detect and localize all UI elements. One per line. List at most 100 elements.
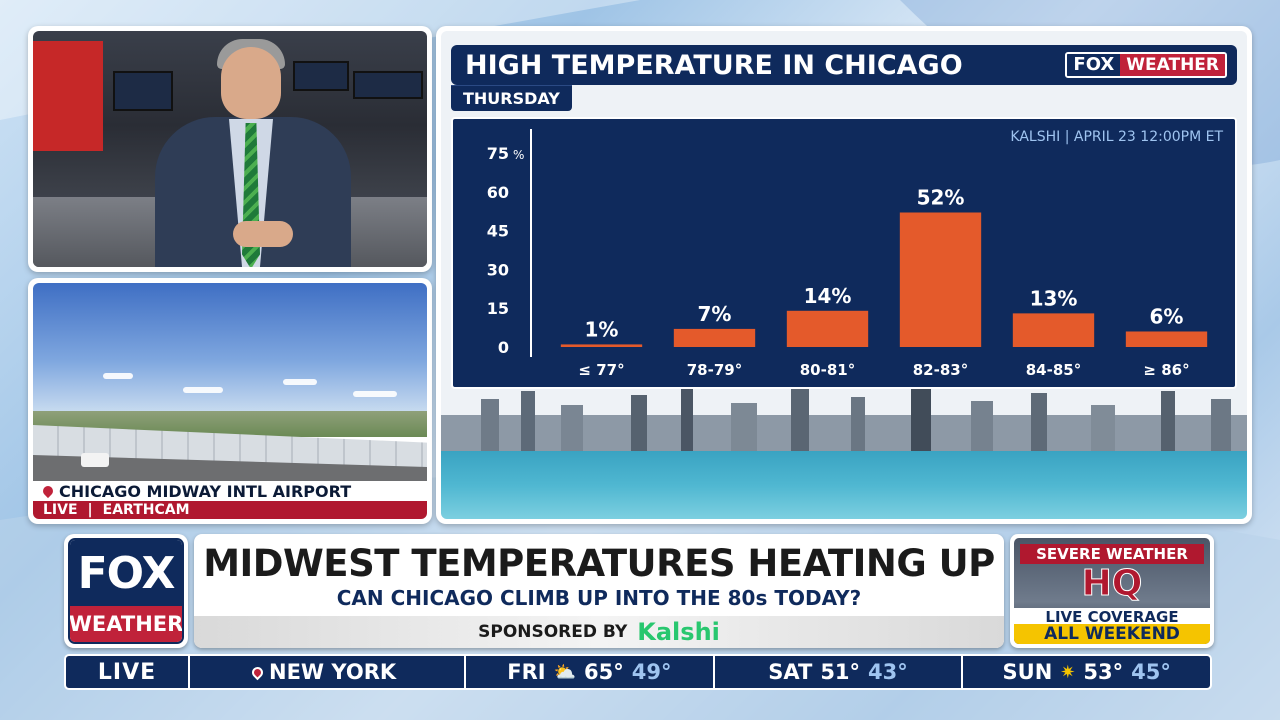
ticker-city-name: NEW YORK — [269, 660, 397, 684]
camera-divider: | — [87, 502, 93, 518]
newsroom-monitor — [293, 61, 349, 91]
ticker-high: 53° — [1083, 660, 1124, 684]
bar-0 — [560, 344, 643, 347]
bar-value-label: 52% — [917, 185, 965, 209]
graphic-title-bar: HIGH TEMPERATURE IN CHICAGO FOX WEATHER — [451, 45, 1237, 85]
airport-camera-panel: CHICAGO MIDWAY INTL AIRPORT LIVE | EARTH… — [28, 278, 432, 524]
bar-value-label: 14% — [804, 284, 852, 308]
graphic-subtitle: THURSDAY — [463, 89, 560, 108]
forecast-ticker: LIVE NEW YORK FRI ⛅ 65° 49° SAT 51° 43° … — [64, 654, 1212, 690]
hq-logo: HQ — [1081, 563, 1143, 604]
van — [81, 453, 109, 467]
bar-1 — [673, 328, 756, 347]
severe-weather-hq-inner: SEVERE WEATHER HQ LIVE COVERAGE ALL WEEK… — [1014, 538, 1210, 644]
live-coverage-label: LIVE COVERAGE — [1014, 608, 1210, 626]
ticker-low: 49° — [631, 660, 672, 684]
fox-weather-logo-inner: FOX WEATHER — [68, 538, 184, 644]
sponsor-bar: SPONSORED BY Kalshi — [194, 616, 1004, 648]
sun-icon: ✷ — [1060, 661, 1076, 683]
y-unit-label: % — [513, 148, 524, 162]
chart-source-note: KALSHI | APRIL 23 12:00PM ET — [1010, 129, 1223, 145]
newsroom-red-wall — [33, 41, 103, 151]
y-tick-label: 75 — [487, 144, 509, 163]
cloud — [103, 373, 133, 379]
ticker-day-name: SUN — [1002, 660, 1053, 684]
camera-location-bar: CHICAGO MIDWAY INTL AIRPORT — [33, 481, 427, 501]
fox-weather-logo: FOX WEATHER — [64, 534, 188, 648]
x-tick-label: 80-81° — [800, 361, 855, 379]
graphic-subtitle-tab: THURSDAY — [451, 85, 572, 111]
ticker-day-sun: SUN ✷ 53° 45° — [963, 656, 1210, 688]
x-tick-label: ≥ 86° — [1143, 361, 1189, 379]
all-weekend-label: ALL WEEKEND — [1014, 624, 1210, 644]
severe-weather-label: SEVERE WEATHER — [1020, 544, 1204, 564]
airport-camera-feed: CHICAGO MIDWAY INTL AIRPORT LIVE | EARTH… — [33, 283, 427, 519]
x-tick-label: 78-79° — [687, 361, 742, 379]
camera-live-bar: LIVE | EARTHCAM — [33, 501, 427, 519]
x-tick-label: 84-85° — [1026, 361, 1081, 379]
bar-value-label: 7% — [698, 302, 732, 326]
anchor-face — [221, 47, 281, 119]
y-tick-label: 30 — [487, 260, 509, 279]
ticker-low: 43° — [868, 660, 908, 684]
bars — [560, 212, 1208, 347]
y-tick-label: 45 — [487, 222, 509, 241]
ticker-live-label: LIVE — [66, 656, 190, 688]
bar-chart: KALSHI | APRIL 23 12:00PM ET 0 15 30 45 60 75… — [451, 117, 1237, 389]
partly-sunny-icon: ⛅ — [553, 661, 576, 683]
ticker-day-fri: FRI ⛅ 65° 49° — [466, 656, 715, 688]
logo-weather-text: WEATHER — [1120, 54, 1225, 76]
y-tick-label: 0 — [498, 338, 509, 357]
bar-value-label: 1% — [585, 317, 619, 341]
sponsor-brand-logo: Kalshi — [637, 618, 720, 646]
location-pin-icon — [249, 664, 266, 680]
newsroom-monitor — [113, 71, 173, 111]
ticker-city: NEW YORK — [190, 656, 466, 688]
temperature-graphic-panel: HIGH TEMPERATURE IN CHICAGO FOX WEATHER … — [436, 26, 1252, 524]
ticker-day-sat: SAT 51° 43° — [715, 656, 964, 688]
sponsor-label: SPONSORED BY — [478, 622, 628, 642]
x-axis-labels: ≤ 77° 78-79° 80-81° 82-83° 84-85° ≥ 86° — [578, 361, 1189, 379]
bar-2 — [786, 310, 869, 347]
newsroom-monitor — [353, 71, 423, 99]
camera-live-label: LIVE — [43, 502, 78, 518]
logo-fox-text: FOX — [1067, 54, 1121, 76]
graphic-title: HIGH TEMPERATURE IN CHICAGO — [465, 49, 963, 81]
anchor-hand — [233, 221, 293, 247]
ticker-low: 45° — [1131, 660, 1171, 684]
bar-3 — [899, 212, 982, 347]
bar-value-label: 6% — [1150, 304, 1184, 328]
cloud — [353, 391, 397, 397]
newsroom-video — [33, 31, 427, 267]
camera-source-label: EARTHCAM — [102, 502, 190, 518]
y-tick-label: 15 — [487, 299, 509, 318]
headline: MIDWEST TEMPERATURES HEATING UP — [203, 542, 995, 585]
logo-fox: FOX — [70, 540, 182, 606]
fox-weather-logo-small: FOX WEATHER — [1065, 52, 1227, 78]
x-tick-label: 82-83° — [913, 361, 968, 379]
camera-location-label: CHICAGO MIDWAY INTL AIRPORT — [59, 481, 352, 501]
ticker-high: 51° — [820, 660, 861, 684]
bar-value-labels: 1% 7% 14% 52% 13% 6% — [585, 185, 1184, 341]
ticker-high: 65° — [583, 660, 624, 684]
y-axis-ticks: 0 15 30 45 60 75% — [487, 144, 525, 357]
bar-5 — [1125, 331, 1208, 347]
severe-weather-hq-promo: SEVERE WEATHER HQ LIVE COVERAGE ALL WEEK… — [1010, 534, 1214, 648]
lower-third-headline-box: MIDWEST TEMPERATURES HEATING UP CAN CHIC… — [194, 534, 1004, 648]
chicago-skyline — [441, 385, 1247, 451]
subheadline: CAN CHICAGO CLIMB UP INTO THE 80s TODAY? — [336, 586, 862, 610]
host-video-panel — [28, 26, 432, 272]
bar-value-label: 13% — [1030, 286, 1078, 310]
cloud — [183, 387, 223, 393]
bar-4 — [1012, 313, 1095, 347]
ticker-day-name: SAT — [768, 660, 813, 684]
y-tick-label: 60 — [487, 183, 509, 202]
logo-weather: WEATHER — [70, 606, 182, 642]
lake-michigan — [441, 451, 1247, 519]
bar-chart-svg: KALSHI | APRIL 23 12:00PM ET 0 15 30 45 60 75… — [487, 129, 1223, 379]
cloud — [283, 379, 317, 385]
ticker-day-name: FRI — [507, 660, 546, 684]
temperature-graphic: HIGH TEMPERATURE IN CHICAGO FOX WEATHER … — [441, 31, 1247, 519]
location-pin-icon — [40, 483, 56, 499]
x-tick-label: ≤ 77° — [578, 361, 624, 379]
